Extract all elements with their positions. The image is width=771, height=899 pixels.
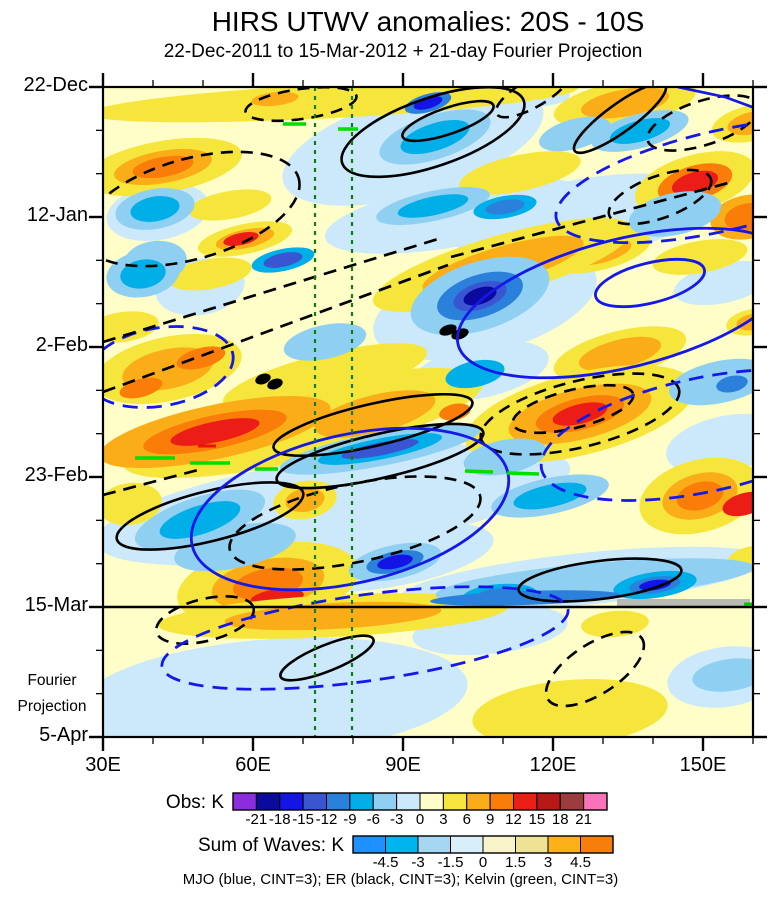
y-tick-label: 12-Jan [26, 204, 88, 226]
colorbar-tick-label: -3 [411, 854, 425, 871]
x-tick-label: 150E [679, 754, 727, 776]
plot-subtitle: 22-Dec-2011 to 15-Mar-2012 + 21-day Four… [163, 41, 643, 62]
colorbar-tick-label: 9 [485, 811, 495, 828]
colorbar-tick-label: -1.5 [437, 854, 464, 871]
waves-colorbar-label: Sum of Waves: K [197, 835, 344, 856]
anomaly-field [103, 87, 753, 737]
colorbar-tick-label: -6 [366, 811, 380, 828]
colorbar-tick-label: 3 [543, 854, 553, 871]
colorbar-tick-label: 21 [575, 811, 592, 828]
colorbar-tick-label: 18 [551, 811, 569, 828]
colorbar-tick-label: -3 [389, 811, 404, 828]
colorbar-tick-label: -18 [268, 811, 291, 828]
fourier-projection-note-line2: Projection [17, 698, 87, 715]
y-tick-label: 15-Mar [24, 594, 88, 616]
y-tick-label: 22-Dec [23, 74, 88, 96]
colorbar-tick-label: 4.5 [570, 854, 591, 871]
contour-legend-caption: MJO (blue, CINT=3); ER (black, CINT=3); … [182, 871, 619, 888]
colorbars [232, 792, 614, 854]
fourier-projection-note-line1: Fourier [27, 672, 77, 689]
colorbar-tick-label: 6 [462, 811, 471, 828]
y-tick-label: 2-Feb [35, 334, 88, 356]
y-tick-label: 5-Apr [39, 724, 88, 746]
colorbar-tick-label: -4.5 [372, 854, 399, 871]
colorbar-tick-label: -12 [315, 811, 338, 828]
colorbar-tick-label: -9 [343, 811, 357, 828]
plot-axes-frame [89, 73, 767, 751]
x-tick-label: 60E [235, 754, 271, 776]
obs-colorbar-label: Obs: K [165, 792, 224, 813]
x-tick-label: 90E [385, 754, 421, 776]
page-title: HIRS UTWV anomalies: 20S - 10S [211, 6, 645, 37]
colorbar-tick-label: 0 [478, 854, 488, 871]
x-tick-label: 120E [529, 754, 577, 776]
x-tick-label: 30E [85, 754, 121, 776]
colorbar-tick-label: -15 [292, 811, 314, 828]
colorbar-tick-label: 3 [439, 811, 448, 828]
y-tick-label: 23-Feb [24, 464, 88, 486]
colorbar-tick-label: 12 [505, 811, 522, 828]
colorbar-tick-label: 1.5 [505, 854, 526, 871]
colorbar-tick-label: 15 [528, 811, 546, 828]
colorbar-tick-label: -21 [245, 811, 268, 828]
colorbar-tick-label: 0 [415, 811, 425, 828]
